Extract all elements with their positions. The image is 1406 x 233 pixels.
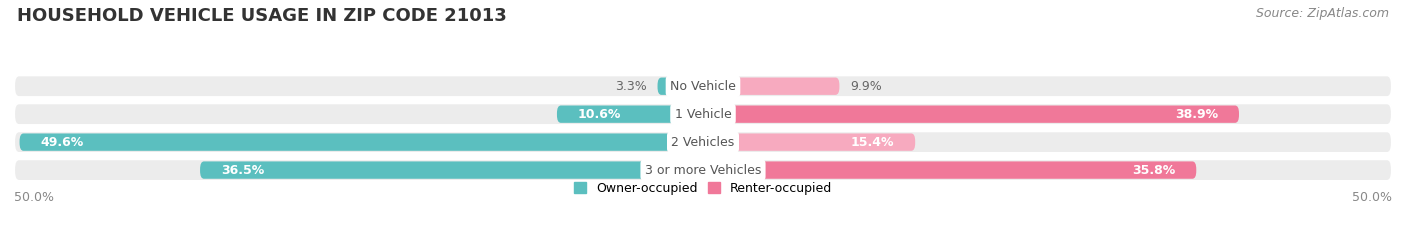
Text: 38.9%: 38.9% — [1175, 108, 1219, 121]
Text: 36.5%: 36.5% — [221, 164, 264, 177]
FancyBboxPatch shape — [703, 134, 915, 151]
Text: 10.6%: 10.6% — [578, 108, 621, 121]
FancyBboxPatch shape — [703, 106, 1239, 123]
FancyBboxPatch shape — [20, 134, 703, 151]
FancyBboxPatch shape — [703, 161, 1197, 179]
Text: 3 or more Vehicles: 3 or more Vehicles — [645, 164, 761, 177]
Text: 1 Vehicle: 1 Vehicle — [675, 108, 731, 121]
FancyBboxPatch shape — [658, 78, 703, 95]
FancyBboxPatch shape — [14, 75, 1392, 97]
Legend: Owner-occupied, Renter-occupied: Owner-occupied, Renter-occupied — [574, 182, 832, 195]
Text: Source: ZipAtlas.com: Source: ZipAtlas.com — [1256, 7, 1389, 20]
FancyBboxPatch shape — [703, 78, 839, 95]
Text: 15.4%: 15.4% — [851, 136, 894, 149]
Text: 49.6%: 49.6% — [41, 136, 83, 149]
FancyBboxPatch shape — [557, 106, 703, 123]
Text: 35.8%: 35.8% — [1132, 164, 1175, 177]
FancyBboxPatch shape — [14, 159, 1392, 181]
Text: 9.9%: 9.9% — [851, 80, 882, 93]
Text: 50.0%: 50.0% — [1353, 191, 1392, 204]
Text: No Vehicle: No Vehicle — [671, 80, 735, 93]
FancyBboxPatch shape — [200, 161, 703, 179]
Text: 50.0%: 50.0% — [14, 191, 53, 204]
FancyBboxPatch shape — [14, 103, 1392, 125]
Text: 3.3%: 3.3% — [614, 80, 647, 93]
FancyBboxPatch shape — [14, 131, 1392, 153]
Text: 2 Vehicles: 2 Vehicles — [672, 136, 734, 149]
Text: HOUSEHOLD VEHICLE USAGE IN ZIP CODE 21013: HOUSEHOLD VEHICLE USAGE IN ZIP CODE 2101… — [17, 7, 506, 25]
